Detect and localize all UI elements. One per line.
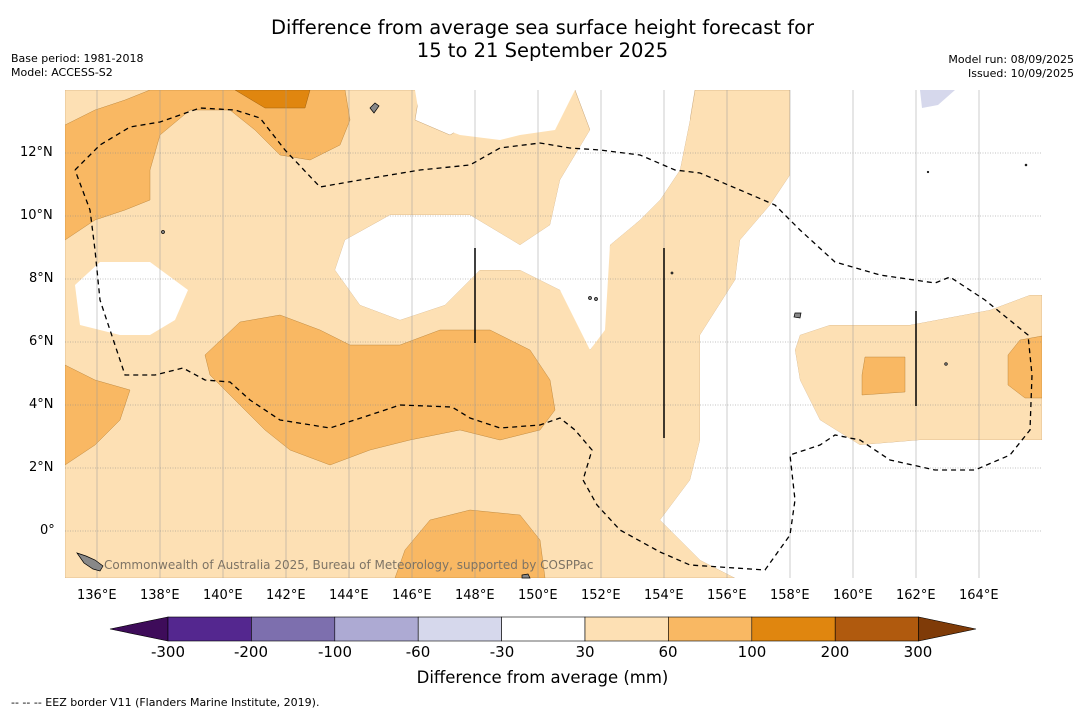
colorbar-bin-100-200 [751, 616, 836, 642]
lat-label-12N: 12°N [20, 145, 53, 160]
colorbar-tick-neg100: -100 [317, 643, 353, 661]
anomaly-60-100-band [204, 314, 556, 466]
lat-label-8N: 8°N [29, 271, 54, 286]
lon-label-158E: 158°E [770, 588, 810, 603]
copyright-notice: Commonwealth of Australia 2025, Bureau o… [104, 558, 594, 572]
lat-label-2N: 2°N [29, 460, 54, 475]
colorbar-bin-60-100 [668, 616, 753, 642]
anomaly-neg60-30-patch [920, 90, 955, 108]
lon-label-160E: 160°E [833, 588, 873, 603]
colorbar-tick-neg60: -60 [405, 643, 431, 661]
lat-gridlines [65, 152, 1042, 532]
eez-border [74, 107, 1033, 571]
anomaly-60-100-east-patch [861, 356, 906, 396]
colorbar-bin-neg100-neg60 [334, 616, 419, 642]
colorbar-bin-neg30-30 [501, 616, 586, 642]
model-run-label: Model run: 08/09/2025 [948, 53, 1074, 66]
colorbar-tick-neg300: -300 [150, 643, 186, 661]
lon-label-138E: 138°E [140, 588, 180, 603]
colorbar-tick-neg30: -30 [489, 643, 515, 661]
lat-label-0: 0° [40, 523, 55, 538]
anomaly-100-200-patch [234, 90, 311, 109]
base-period-label: Base period: 1981-2018 [11, 52, 144, 65]
colorbar-tick-30: 30 [575, 643, 595, 661]
lon-label-162E: 162°E [896, 588, 936, 603]
colorbar-tick-100: 100 [737, 643, 767, 661]
islands [76, 102, 1028, 579]
eez-legend: -- -- -- EEZ border V11 (Flanders Marine… [11, 696, 320, 709]
anomaly-60-100-east-edge [1007, 335, 1042, 399]
colorbar-extend-max [918, 616, 977, 642]
colorbar-tick-60: 60 [658, 643, 678, 661]
chart-title-line2: 15 to 21 September 2025 [416, 39, 669, 62]
lon-label-150E: 150°E [518, 588, 558, 603]
colorbar-title: Difference from average (mm) [416, 668, 669, 687]
lat-label-10N: 10°N [20, 208, 53, 223]
lon-label-164E: 164°E [959, 588, 999, 603]
lat-label-4N: 4°N [29, 397, 54, 412]
anomaly-60-100-south [394, 509, 546, 578]
colorbar-bin-200-300 [834, 616, 919, 642]
colorbar-bin-neg300-neg200 [167, 616, 252, 642]
anomaly-60-100-southwest [65, 364, 131, 466]
issued-label: Issued: 10/09/2025 [967, 67, 1074, 80]
colorbar-extend-min [109, 616, 169, 642]
colorbar-bin-30-60 [584, 616, 669, 642]
colorbar-tick-300: 300 [903, 643, 933, 661]
colorbar-bin-neg60-neg30 [417, 616, 502, 642]
lon-label-140E: 140°E [203, 588, 243, 603]
lon-label-144E: 144°E [329, 588, 369, 603]
colorbar-tick-200: 200 [820, 643, 850, 661]
lon-label-154E: 154°E [644, 588, 684, 603]
lon-label-142E: 142°E [266, 588, 306, 603]
lon-label-146E: 146°E [392, 588, 432, 603]
lon-label-156E: 156°E [707, 588, 747, 603]
lat-label-6N: 6°N [29, 334, 54, 349]
lon-label-148E: 148°E [455, 588, 495, 603]
colorbar-tick-neg200: -200 [233, 643, 269, 661]
model-label: Model: ACCESS-S2 [11, 66, 113, 79]
colorbar-bin-neg200-neg100 [251, 616, 336, 642]
lon-label-152E: 152°E [581, 588, 621, 603]
chart-title-line1: Difference from average sea surface heig… [270, 16, 815, 39]
anomaly-60-100-northwest [65, 90, 351, 241]
lon-label-136E: 136°E [77, 588, 117, 603]
